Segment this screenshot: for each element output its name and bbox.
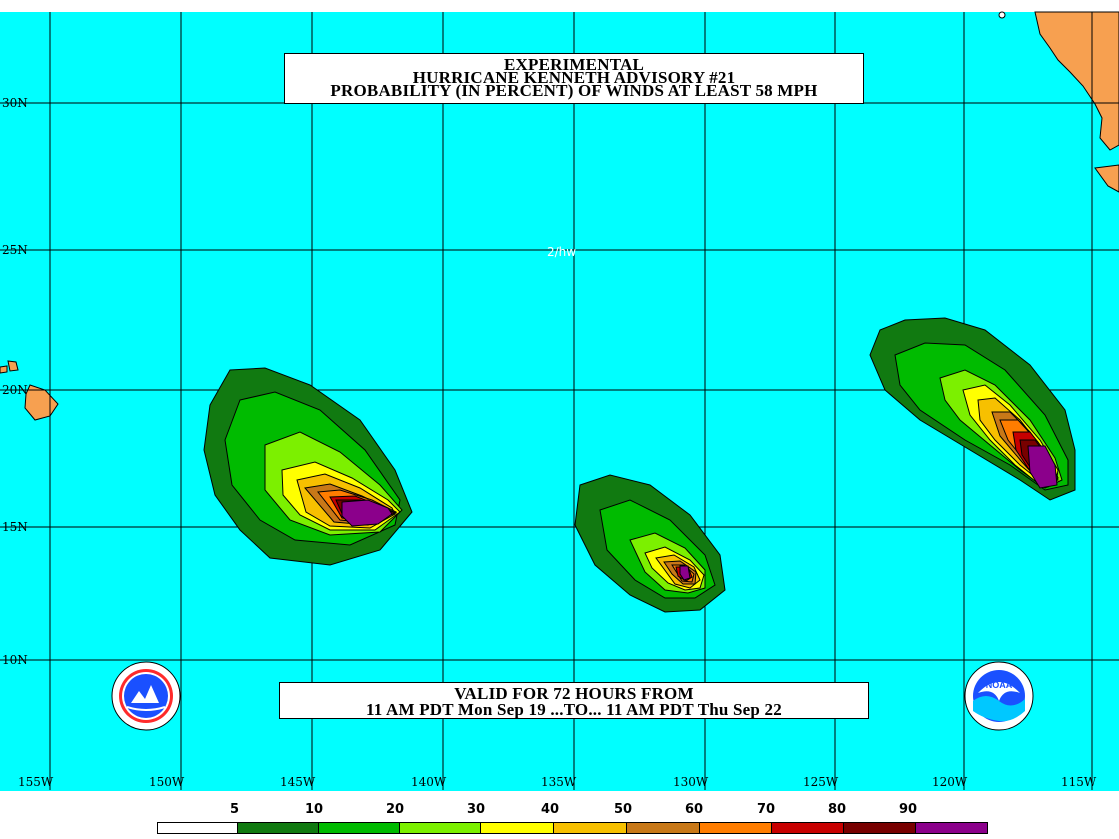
lat-label-20n: 20N	[2, 383, 28, 397]
map-title-box: EXPERIMENTAL HURRICANE KENNETH ADVISORY …	[284, 53, 864, 104]
legend-swatch-40-50	[554, 823, 627, 833]
lon-label-150w: 150W	[149, 775, 185, 789]
legend-label-30: 30	[467, 802, 486, 817]
probability-swath-east	[869, 317, 1076, 501]
legend-label-10: 10	[305, 802, 324, 817]
svg-text:NOAA: NOAA	[986, 680, 1013, 690]
title-line-3: PROBABILITY (IN PERCENT) OF WINDS AT LEA…	[330, 81, 818, 100]
lat-label-10n: 10N	[2, 653, 28, 667]
legend-label-40: 40	[541, 802, 560, 817]
probability-swath-center	[574, 474, 726, 613]
title-line-1: EXPERIMENTAL	[504, 55, 644, 74]
lon-label-125w: 125W	[803, 775, 839, 789]
legend-label-80: 80	[828, 802, 847, 817]
legend-label-70: 70	[757, 802, 776, 817]
legend-label-90: 90	[899, 802, 918, 817]
noaa-logo: NOAA	[964, 661, 1034, 731]
lon-label-115w: 115W	[1061, 775, 1097, 789]
legend-label-5: 5	[230, 802, 240, 817]
legend-swatch-70-80	[772, 823, 844, 833]
lon-label-145w: 145W	[280, 775, 316, 789]
probability-swath-west	[203, 367, 413, 566]
land-baja-california	[1034, 11, 1119, 151]
legend-swatch-10-20	[319, 823, 400, 833]
title-line-2: HURRICANE KENNETH ADVISORY #21	[412, 68, 736, 87]
legend-label-20: 20	[386, 802, 405, 817]
valid-line-1: VALID FOR 72 HOURS FROM	[454, 684, 694, 703]
lon-label-140w: 140W	[411, 775, 447, 789]
legend-label-60: 60	[685, 802, 704, 817]
map-marker-dot	[998, 11, 1006, 19]
nws-logo	[111, 661, 181, 731]
lon-label-120w: 120W	[932, 775, 968, 789]
legend-swatch-20-30	[400, 823, 481, 833]
valid-time-box: VALID FOR 72 HOURS FROM 11 AM PDT Mon Se…	[279, 682, 869, 719]
lat-label-30n: 30N	[2, 96, 28, 110]
legend-swatch-90-100	[916, 823, 987, 833]
land-hawaii-molokai	[0, 365, 8, 374]
legend-swatch-50-60	[627, 823, 700, 833]
map-note: 2/hw	[547, 245, 576, 259]
valid-line-2: 11 AM PDT Mon Sep 19 ...TO... 11 AM PDT …	[366, 700, 782, 719]
land-mainland-mexico	[1094, 164, 1119, 193]
legend-swatch-80-90	[844, 823, 916, 833]
legend-swatch-30-40	[481, 823, 554, 833]
land-hawaii-maui	[7, 360, 19, 372]
legend-swatch-60-70	[700, 823, 772, 833]
lat-label-25n: 25N	[2, 243, 28, 257]
legend-label-50: 50	[614, 802, 633, 817]
lon-label-135w: 135W	[541, 775, 577, 789]
lon-label-130w: 130W	[673, 775, 709, 789]
legend-swatch-0-5	[158, 823, 238, 833]
lat-label-15n: 15N	[2, 520, 28, 534]
legend-color-bar	[157, 822, 988, 834]
legend-swatch-5-10	[238, 823, 319, 833]
lon-label-155w: 155W	[18, 775, 54, 789]
